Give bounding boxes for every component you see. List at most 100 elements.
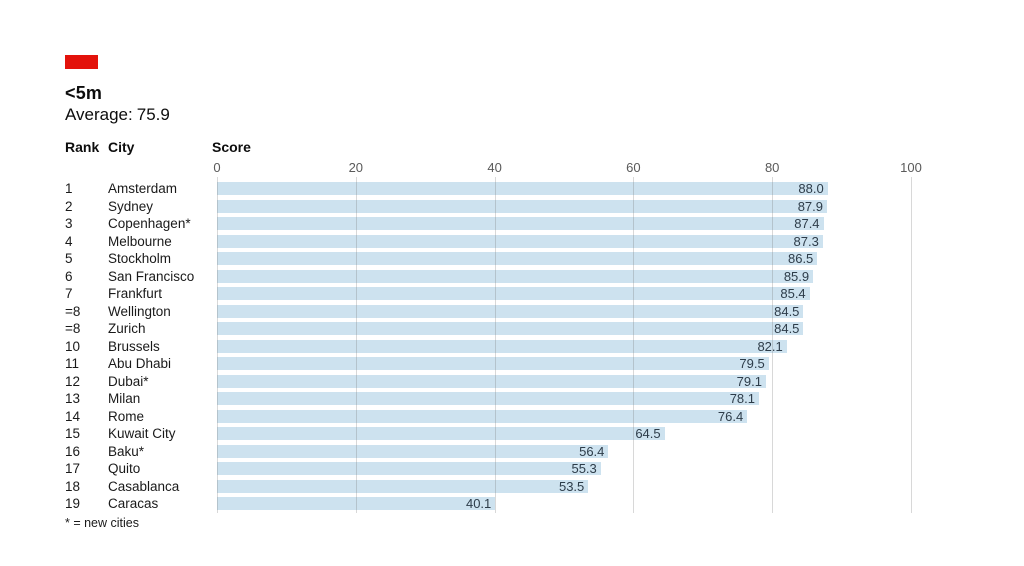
rank-label: 12: [65, 373, 81, 389]
rank-label: 4: [65, 233, 73, 249]
rank-label: 3: [65, 216, 73, 232]
bar-track: 87.9: [217, 198, 911, 214]
table-row: 11 Abu Dhabi 79.5: [65, 355, 911, 373]
city-label: Dubai*: [108, 373, 149, 389]
score-bar: 56.4: [217, 443, 609, 459]
city-label: Melbourne: [108, 233, 172, 249]
rank-label: 6: [65, 268, 73, 284]
chart-title: <5m: [65, 83, 103, 103]
rank-label: 1: [65, 181, 73, 197]
rank-label: =8: [65, 321, 81, 337]
score-bar: 85.9: [217, 269, 814, 283]
city-label: Brussels: [108, 338, 160, 354]
average-label: Average:: [65, 105, 133, 124]
score-value: 76.4: [717, 408, 744, 424]
city-label: Casablanca: [108, 478, 180, 494]
accent-bar: [65, 55, 98, 69]
city-label: Abu Dhabi: [108, 356, 172, 372]
table-row: 3 Copenhagen* 87.4: [65, 215, 911, 233]
score-value: 56.4: [579, 443, 605, 459]
table-row: 5 Stockholm 86.5: [65, 250, 911, 268]
score-bar: 79.5: [217, 357, 769, 371]
bar-rows: 1 Amsterdam 88.0 2 Sydney 87.9 3 Copenhagen* 87.…: [65, 180, 911, 513]
axis-tick-label: 60: [626, 160, 641, 175]
score-bar: 84.5: [217, 322, 804, 336]
table-row: =8 Wellington 84.5: [65, 303, 911, 321]
rank-label: 14: [65, 408, 81, 424]
rank-label: 11: [65, 356, 80, 372]
score-value: 88.0: [798, 181, 824, 197]
rank-label: 16: [65, 443, 81, 459]
city-label: Wellington: [108, 303, 171, 319]
score-bar: 87.4: [217, 216, 824, 232]
score-bar: 53.5: [217, 478, 589, 494]
table-row: 4 Melbourne 87.3: [65, 233, 911, 251]
chart-average: Average: 75.9: [65, 105, 170, 125]
bar-track: 76.4: [217, 408, 911, 424]
bar-track: 79.1: [217, 373, 911, 389]
score-value: 87.9: [797, 198, 824, 214]
bar-track: 84.5: [217, 303, 911, 319]
city-label: Rome: [108, 408, 145, 424]
table-row: 18 Casablanca 53.5: [65, 478, 911, 496]
score-bar: 82.1: [217, 339, 787, 353]
score-value: 87.3: [793, 233, 819, 249]
bar-track: 55.3: [217, 461, 911, 477]
score-value: 78.1: [729, 391, 755, 407]
score-bar: 84.5: [217, 303, 804, 319]
rank-label: 2: [65, 198, 73, 214]
score-value: 55.3: [571, 461, 597, 477]
score-bar: 79.1: [217, 373, 766, 389]
score-value: 84.5: [774, 303, 800, 319]
city-label: San Francisco: [108, 268, 195, 284]
city-label: Quito: [108, 461, 141, 477]
city-label: Kuwait City: [108, 426, 176, 442]
score-bar: 85.4: [217, 286, 810, 302]
score-value: 87.4: [794, 216, 820, 232]
table-row: 15 Kuwait City 64.5: [65, 425, 911, 443]
rank-label: 5: [65, 251, 73, 267]
table-row: 2 Sydney 87.9: [65, 198, 911, 216]
rank-label: =8: [65, 303, 81, 319]
bar-track: 56.4: [217, 443, 911, 459]
city-column-header: City: [108, 139, 135, 155]
axis-tick-label: 80: [764, 160, 780, 175]
score-bar: 40.1: [217, 496, 496, 512]
average-value: 75.9: [136, 105, 170, 124]
rank-label: 18: [65, 478, 81, 494]
score-value: 85.4: [780, 286, 806, 302]
table-row: 10 Brussels 82.1: [65, 338, 911, 356]
table-row: 1 Amsterdam 88.0: [65, 180, 911, 198]
score-value: 53.5: [558, 478, 585, 494]
score-bar: 88.0: [217, 181, 828, 197]
bar-track: 86.5: [217, 252, 911, 266]
rank-label: 7: [65, 286, 73, 302]
score-value: 79.1: [736, 373, 762, 389]
city-label: Frankfurt: [108, 286, 163, 302]
table-row: 13 Milan 78.1: [65, 390, 911, 408]
bar-track: 88.0: [217, 181, 911, 197]
rank-label: 17: [65, 461, 81, 477]
rank-label: 15: [65, 426, 81, 442]
score-column-header: Score: [212, 139, 251, 155]
score-value: 40.1: [465, 496, 492, 512]
rank-label: 10: [65, 338, 81, 354]
city-label: Stockholm: [108, 251, 172, 267]
score-bar: 55.3: [217, 461, 601, 477]
city-label: Zurich: [108, 321, 146, 337]
score-bar: 87.3: [217, 233, 823, 249]
bar-track: 85.4: [217, 286, 911, 302]
bar-track: 84.5: [217, 322, 911, 336]
axis-tick-label: 40: [487, 160, 502, 175]
footnote: * = new cities: [65, 516, 139, 530]
x-axis-ticks: 0 20 40 60 80 100: [213, 160, 921, 176]
axis-tick-label: 100: [900, 160, 922, 175]
table-row: 6 San Francisco 85.9: [65, 268, 911, 286]
axis-tick-label: 20: [348, 160, 364, 175]
gridline: [911, 177, 912, 513]
score-bar: 64.5: [217, 427, 665, 441]
bar-track: 40.1: [217, 496, 911, 512]
rank-column-header: Rank: [65, 139, 100, 155]
bar-track: 85.9: [217, 269, 911, 283]
